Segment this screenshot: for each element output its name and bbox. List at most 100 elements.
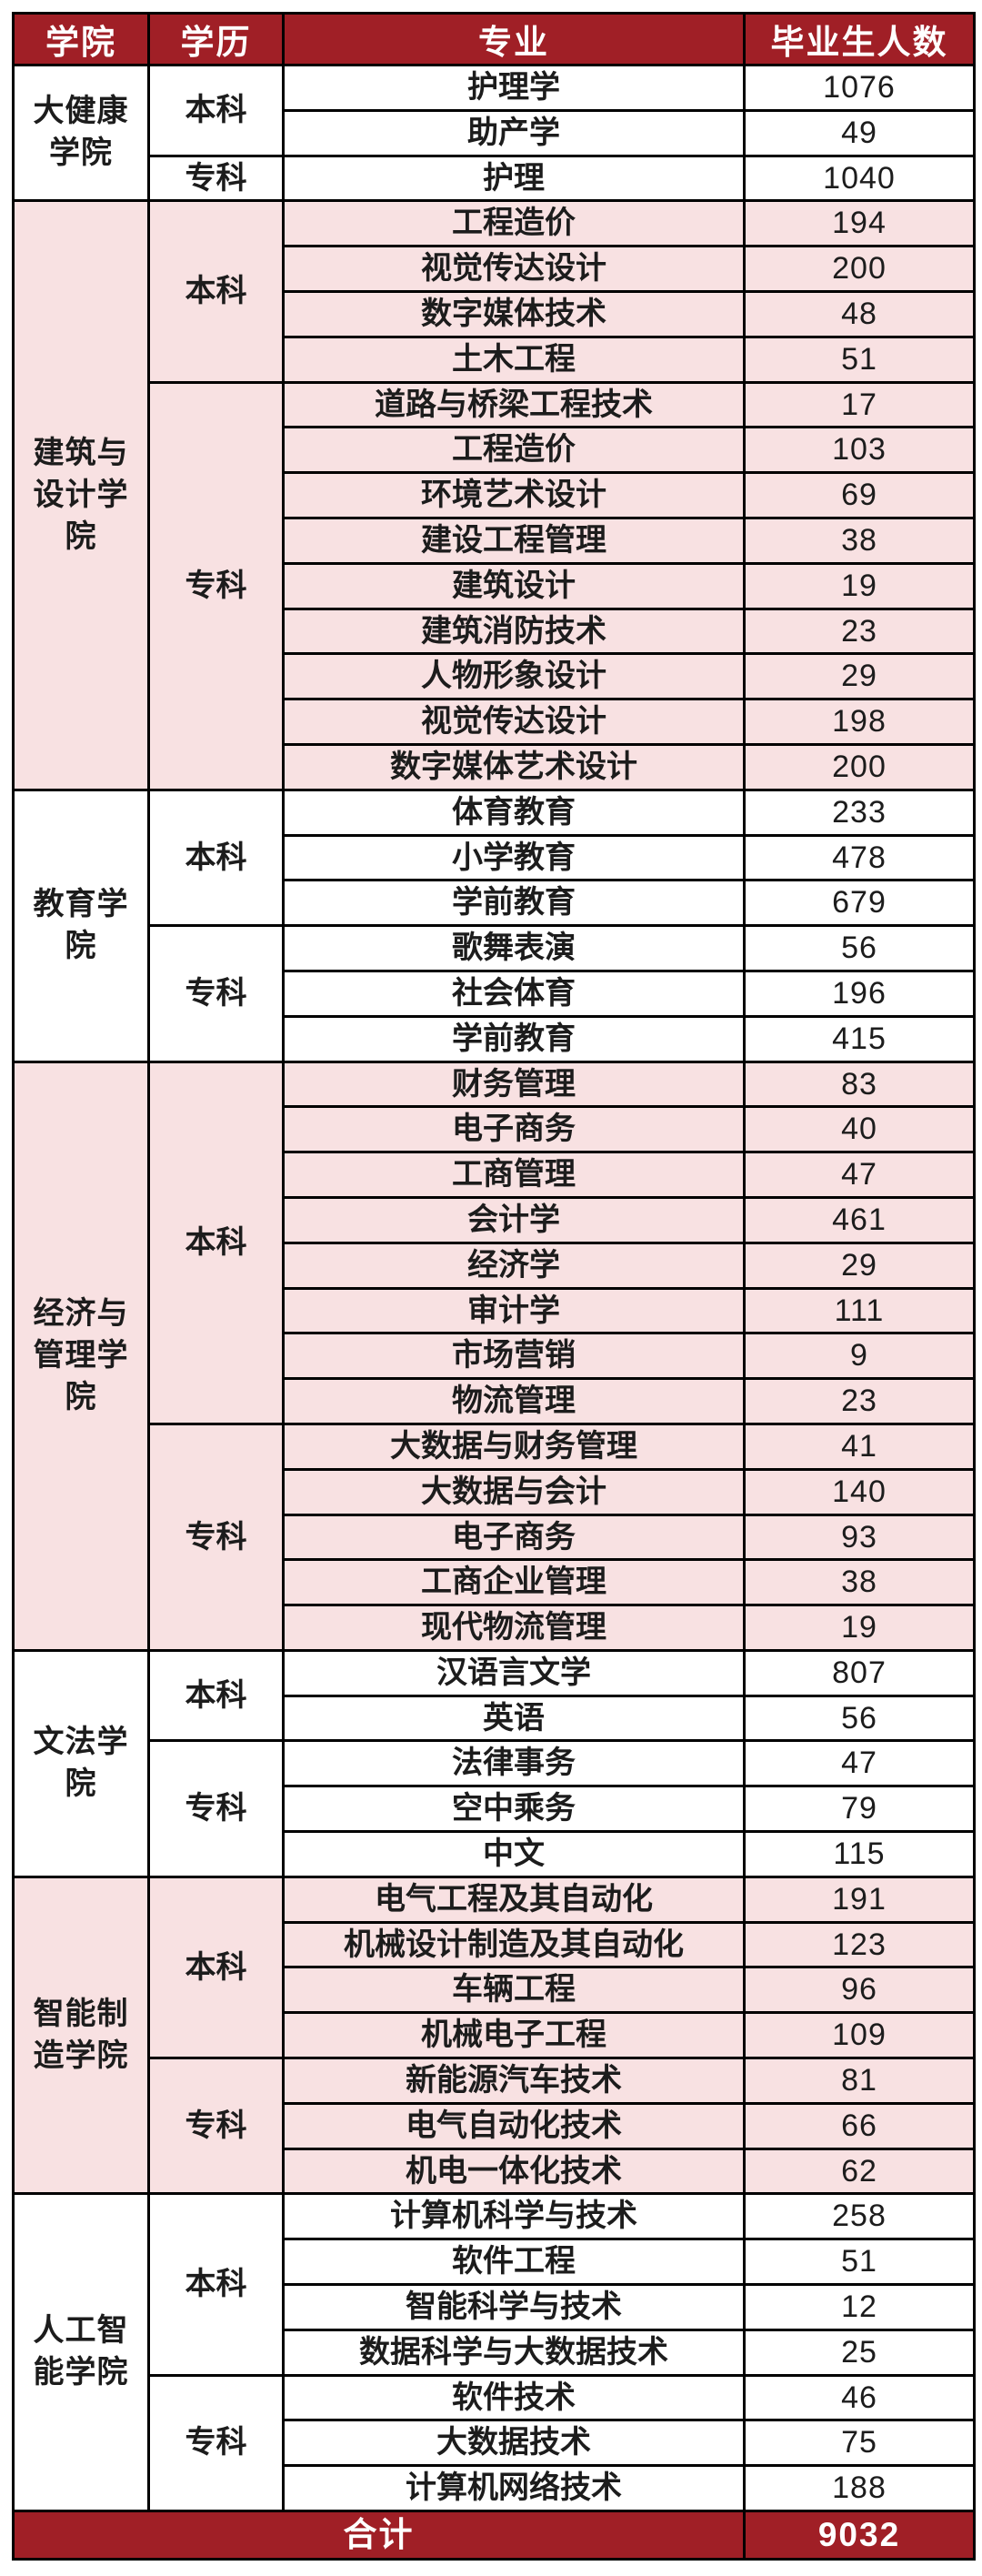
level-cell: 专科 <box>147 154 285 203</box>
header-row: 学院 学历 专业 毕业生人数 <box>12 12 976 66</box>
table-row: 土木工程 51 <box>14 335 976 384</box>
count-cell: 19 <box>743 561 976 610</box>
major-cell: 空中乘务 <box>282 1785 746 1834</box>
major-cell: 建筑设计 <box>282 561 746 610</box>
major-cell: 工商管理 <box>282 1151 746 1199</box>
table-row: 建设工程管理 38 <box>14 516 976 565</box>
count-cell: 111 <box>743 1286 976 1335</box>
table-row: 计算机网络技术 188 <box>14 2464 976 2513</box>
table-row: 机电一体化技术 62 <box>14 2147 976 2196</box>
count-cell: 41 <box>743 1422 976 1471</box>
count-cell: 66 <box>743 2101 976 2150</box>
count-cell: 48 <box>743 289 976 338</box>
table-row: 专科 歌舞表演 56 <box>14 924 976 1063</box>
table-row: 物流管理 23 <box>14 1377 976 1425</box>
table-row: 视觉传达设计 200 <box>14 245 976 293</box>
table-row: 助产学 49 <box>14 108 976 157</box>
major-cell: 道路与桥梁工程技术 <box>282 380 746 429</box>
major-cell: 视觉传达设计 <box>282 698 746 746</box>
major-cell: 车辆工程 <box>282 1966 746 2015</box>
major-cell: 英语 <box>282 1694 746 1743</box>
count-cell: 19 <box>743 1604 976 1652</box>
major-cell: 法律事务 <box>282 1739 746 1788</box>
table-row: 数据科学与大数据技术 25 <box>14 2328 976 2377</box>
table-row: 文法学院 本科 汉语言文学 807 <box>12 1648 976 1878</box>
table-row: 工商企业管理 38 <box>14 1558 976 1607</box>
table-header: 学院 学历 专业 毕业生人数 <box>12 12 976 66</box>
table-row: 数字媒体技术 48 <box>14 289 976 338</box>
total-label: 合计 <box>12 2510 746 2561</box>
table-row: 数字媒体艺术设计 200 <box>14 742 976 791</box>
table-row: 学前教育 679 <box>14 879 976 928</box>
table-row: 环境艺术设计 69 <box>14 471 976 519</box>
count-cell: 12 <box>743 2283 976 2331</box>
major-cell: 中文 <box>282 1830 746 1878</box>
major-cell: 机械电子工程 <box>282 2011 746 2060</box>
header-college: 学院 <box>12 12 150 66</box>
table-row: 大健康学院 本科 护理学 1076 <box>12 63 976 203</box>
table-row: 建筑消防技术 23 <box>14 607 976 656</box>
level-cell: 本科 <box>147 1648 285 1743</box>
table-row: 空中乘务 79 <box>14 1785 976 1834</box>
major-cell: 数据科学与大数据技术 <box>282 2328 746 2377</box>
major-cell: 市场营销 <box>282 1332 746 1381</box>
count-cell: 415 <box>743 1014 976 1063</box>
table-row: 经济与管理学院 本科 财务管理 83 <box>12 1060 976 1652</box>
major-cell: 汉语言文学 <box>282 1648 746 1697</box>
table-row: 小学教育 478 <box>14 833 976 882</box>
level-cell: 本科 <box>147 64 285 157</box>
level-cell: 专科 <box>147 380 285 791</box>
major-cell: 机械设计制造及其自动化 <box>282 1920 746 1969</box>
major-cell: 小学教育 <box>282 833 746 882</box>
major-cell: 大数据与财务管理 <box>282 1422 746 1471</box>
table-row: 专科 法律事务 47 <box>14 1739 976 1878</box>
major-cell: 会计学 <box>282 1195 746 1244</box>
count-cell: 200 <box>743 742 976 791</box>
total-row: 合计 9032 <box>12 2510 976 2561</box>
level-cell: 专科 <box>147 924 285 1063</box>
count-cell: 109 <box>743 2011 976 2060</box>
table-row: 电子商务 93 <box>14 1513 976 1562</box>
count-cell: 194 <box>743 199 976 248</box>
table-row: 软件工程 51 <box>14 2238 976 2287</box>
table-row: 机械设计制造及其自动化 123 <box>14 1920 976 1969</box>
header-count: 毕业生人数 <box>743 12 976 66</box>
count-cell: 96 <box>743 1966 976 2015</box>
table-row: 社会体育 196 <box>14 969 976 1018</box>
table-row: 现代物流管理 19 <box>14 1604 976 1652</box>
table-row: 智能科学与技术 12 <box>14 2283 976 2331</box>
count-cell: 198 <box>743 698 976 746</box>
count-cell: 51 <box>743 335 976 384</box>
count-cell: 191 <box>743 1875 976 1924</box>
level-cell: 专科 <box>147 1422 285 1652</box>
level-cell: 本科 <box>147 2192 285 2377</box>
college-cell: 建筑与设计学院 <box>12 199 150 791</box>
major-cell: 现代物流管理 <box>282 1604 746 1652</box>
count-cell: 83 <box>743 1060 976 1109</box>
major-cell: 计算机科学与技术 <box>282 2192 746 2241</box>
major-cell: 软件工程 <box>282 2238 746 2287</box>
table-row: 英语 56 <box>14 1694 976 1743</box>
table-row: 专科 软件技术 46 <box>14 2373 976 2513</box>
major-cell: 护理 <box>282 154 746 203</box>
table-body: 大健康学院 本科 护理学 1076 助产学 49 专科 护理 1040 建筑与设计学院 本科 工程造价… <box>12 63 976 2513</box>
table-row: 审计学 111 <box>14 1286 976 1335</box>
college-cell: 大健康学院 <box>12 63 150 203</box>
table-row: 机械电子工程 109 <box>14 2011 976 2060</box>
table-row: 专科 护理 1040 <box>14 154 976 203</box>
graduates-table-container: 学院 学历 专业 毕业生人数 大健康学院 本科 护理学 1076 助产学 49 专科 护理 10… <box>12 12 976 2561</box>
count-cell: 9 <box>743 1332 976 1381</box>
major-cell: 建筑消防技术 <box>282 607 746 656</box>
count-cell: 196 <box>743 969 976 1018</box>
count-cell: 69 <box>743 471 976 519</box>
major-cell: 机电一体化技术 <box>282 2147 746 2196</box>
table-row: 视觉传达设计 198 <box>14 698 976 746</box>
count-cell: 47 <box>743 1739 976 1788</box>
count-cell: 56 <box>743 1694 976 1743</box>
table-row: 学前教育 415 <box>14 1014 976 1063</box>
major-cell: 土木工程 <box>282 335 746 384</box>
major-cell: 新能源汽车技术 <box>282 2057 746 2105</box>
header-major: 专业 <box>282 12 746 66</box>
count-cell: 188 <box>743 2464 976 2513</box>
major-cell: 大数据技术 <box>282 2419 746 2468</box>
